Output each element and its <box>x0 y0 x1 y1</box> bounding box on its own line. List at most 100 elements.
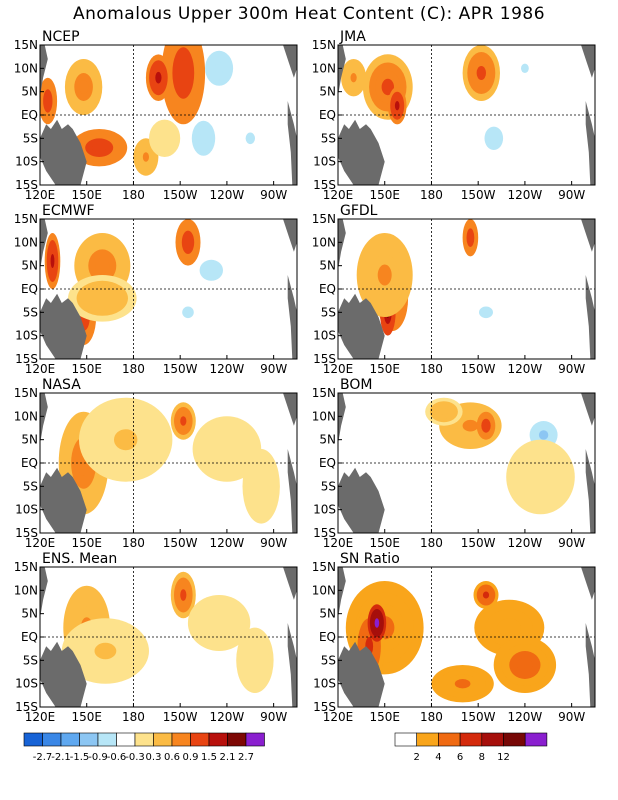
contour-4-3 <box>517 658 533 672</box>
x-tick-label: 150W <box>163 710 198 724</box>
land-1 <box>338 219 346 271</box>
y-tick-label: 5S <box>321 479 336 493</box>
legend-label: 4 <box>435 752 441 763</box>
y-tick-label: 10N <box>14 61 38 75</box>
y-tick-label: 10S <box>313 155 336 169</box>
x-tick-label: 90W <box>260 536 287 550</box>
contour-3-1 <box>201 424 253 474</box>
panel-title: NASA <box>42 377 81 393</box>
field-shading <box>40 45 297 185</box>
land-0 <box>40 467 87 533</box>
contour-4-3 <box>479 306 493 319</box>
y-tick-label: 10N <box>14 409 38 423</box>
y-tick-label: 10S <box>15 155 38 169</box>
y-tick-label: 15N <box>312 38 336 52</box>
legend-label: -1.5 <box>70 752 90 763</box>
contour-2-3 <box>50 254 55 268</box>
contour-5-3 <box>454 679 471 689</box>
y-tick-label: 10N <box>14 235 38 249</box>
x-tick-label: 150E <box>369 362 400 376</box>
contour-3-3 <box>497 618 521 637</box>
land-3 <box>585 275 595 359</box>
contour-1-3 <box>155 71 162 84</box>
x-tick-label: 180 <box>122 362 145 376</box>
land-2 <box>283 219 297 252</box>
contour-4-3 <box>521 63 529 73</box>
legend-swatch <box>438 732 461 747</box>
y-tick-label: 5S <box>321 131 336 145</box>
legend-swatch <box>481 732 504 747</box>
y-tick-label: 15S <box>15 526 38 540</box>
x-tick-label: 150W <box>163 536 198 550</box>
x-tick-label: 180 <box>420 710 443 724</box>
legend-swatch <box>459 732 483 747</box>
contour-4-3 <box>92 143 107 153</box>
legend-label: 1.5 <box>201 752 217 763</box>
contour-6-3 <box>214 62 224 75</box>
y-tick-label: 10N <box>312 409 336 423</box>
land-3 <box>287 623 297 707</box>
legend-label: 12 <box>497 752 510 763</box>
x-tick-label: 120E <box>323 710 354 724</box>
legend-label: -0.6 <box>107 752 127 763</box>
land-3 <box>287 275 297 359</box>
x-tick-label: 120W <box>210 536 245 550</box>
y-tick-label: EQ <box>21 282 38 296</box>
contour-4-0 <box>506 439 575 515</box>
contour-1-3 <box>180 589 187 601</box>
y-tick-label: 10S <box>313 329 336 343</box>
legend-swatch <box>245 732 265 747</box>
contour-4-0 <box>242 449 280 524</box>
contour-2-3 <box>78 80 89 94</box>
land-1 <box>338 45 346 97</box>
x-tick-label: 120W <box>508 362 543 376</box>
field-shading <box>338 393 595 533</box>
legend-swatch <box>42 732 62 747</box>
x-tick-label: 120E <box>323 536 354 550</box>
field-shading <box>40 219 297 359</box>
land-0 <box>338 119 385 185</box>
x-tick-label: 90W <box>558 188 585 202</box>
x-tick-label: 150E <box>71 710 102 724</box>
land-2 <box>283 393 297 426</box>
land-2 <box>581 393 595 426</box>
y-tick-label: 5S <box>23 479 38 493</box>
contour-3-1 <box>195 602 243 644</box>
legend-swatch <box>503 732 526 747</box>
contour-3-3 <box>538 430 549 440</box>
land-1 <box>40 219 48 271</box>
contour-4-1 <box>240 635 269 685</box>
panel-title: NCEP <box>42 29 80 45</box>
y-tick-label: 15S <box>313 526 336 540</box>
x-tick-label: 180 <box>420 188 443 202</box>
contour-0-3 <box>476 66 486 80</box>
y-tick-label: 15N <box>14 560 38 574</box>
panel-title: ENS. Mean <box>42 551 117 567</box>
y-tick-label: 10S <box>15 503 38 517</box>
y-tick-label: 5N <box>319 259 336 273</box>
y-tick-label: 10N <box>14 583 38 597</box>
x-tick-label: 120E <box>25 710 56 724</box>
legend-swatch <box>60 732 80 747</box>
y-tick-label: EQ <box>21 456 38 470</box>
contour-2-3 <box>439 408 449 416</box>
x-tick-label: 120W <box>210 362 245 376</box>
field-shading <box>338 567 595 707</box>
legend-label: -0.9 <box>88 752 108 763</box>
land-1 <box>40 45 48 97</box>
contour-6-3 <box>182 306 194 319</box>
land-0 <box>40 641 87 707</box>
y-tick-label: 5S <box>23 653 38 667</box>
y-tick-label: EQ <box>319 456 336 470</box>
x-tick-label: 150W <box>163 362 198 376</box>
legend-swatch <box>416 732 439 747</box>
legend-swatch <box>97 732 117 747</box>
land-3 <box>585 449 595 533</box>
x-tick-label: 150W <box>461 710 496 724</box>
land-0 <box>338 293 385 359</box>
